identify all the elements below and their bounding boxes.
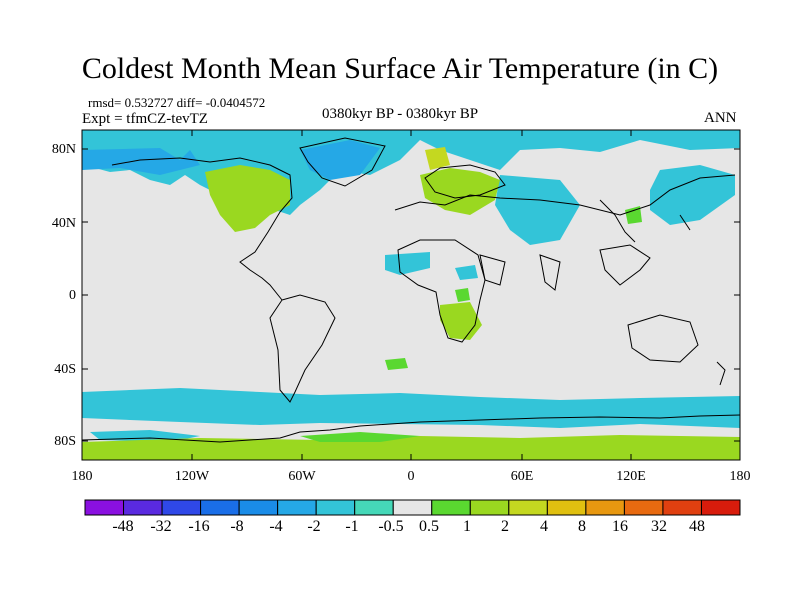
coastlines	[82, 137, 740, 443]
lon-label-60w: 60W	[288, 469, 316, 484]
colorbar-label: 48	[689, 518, 705, 535]
colorbar-label: -2	[307, 518, 321, 535]
period-label: 0380kyr BP - 0380kyr BP	[322, 106, 479, 122]
colorbar-label: 4	[540, 518, 548, 535]
colorbar-swatch	[508, 499, 548, 516]
colorbar-swatch	[354, 499, 394, 516]
experiment-label: Expt = tfmCZ-tevTZ	[82, 111, 208, 127]
india-coast	[539, 254, 561, 291]
lon-label-60e: 60E	[510, 469, 534, 484]
new-zealand-coast	[716, 361, 726, 386]
colorbar-label: -32	[150, 518, 172, 535]
north-america-coast	[111, 157, 293, 301]
central-africa-warm-anomaly	[455, 288, 470, 302]
alaska-cold-anomaly	[82, 148, 200, 175]
north-america-warm-anomaly	[205, 165, 290, 232]
anomaly-fields	[82, 130, 740, 460]
colorbar-swatch	[700, 499, 741, 516]
colorbar-swatch	[392, 499, 433, 516]
lat-label-80n: 80N	[51, 142, 76, 157]
colorbar-label: -0.5	[378, 518, 404, 535]
barents-warm-anomaly	[425, 147, 450, 170]
colorbar-swatch	[431, 499, 471, 516]
colorbar-swatch	[662, 499, 702, 516]
lon-label-180e: 180	[729, 469, 751, 484]
colorbar-label: 2	[501, 518, 509, 535]
colorbar-label: -8	[230, 518, 244, 535]
colorbar-swatch	[315, 499, 356, 516]
southern-ocean-cold-anomaly	[82, 388, 740, 428]
arabia-coast	[479, 254, 506, 286]
lon-label-0: 0	[407, 469, 415, 484]
colorbar-swatch	[84, 499, 125, 516]
australia-coast	[627, 314, 699, 363]
colorbar-label: -16	[188, 518, 210, 535]
scandinavia-warm-anomaly	[420, 168, 500, 215]
arabia-cold-anomaly	[455, 265, 478, 280]
lon-label-120e: 120E	[616, 469, 646, 484]
colorbar-label: 8	[578, 518, 586, 535]
eurasia-coast	[394, 174, 736, 216]
colorbar-swatch	[623, 499, 664, 516]
central-asia-cold-anomaly	[495, 175, 580, 245]
colorbar-label: -48	[112, 518, 134, 535]
stats-label: rmsd= 0.532727 diff= -0.0404572	[88, 95, 266, 110]
antarctic-warm-band	[300, 432, 420, 442]
colorbar-label: 32	[651, 518, 667, 535]
colorbar-label: -4	[269, 518, 283, 535]
china-coast	[599, 199, 636, 243]
scandinavia-coast	[424, 164, 506, 199]
colorbar-label: 0.5	[419, 518, 439, 535]
greenland-cold-anomaly	[300, 140, 380, 180]
east-asia-cold-anomaly	[650, 165, 735, 225]
lon-label-180w: 180	[71, 469, 93, 484]
lat-label-40s: 40S	[54, 362, 76, 377]
colorbar-swatch	[123, 499, 163, 516]
colorbar-swatch	[200, 499, 240, 516]
colorbar-swatch	[585, 499, 625, 516]
lat-label-80s: 80S	[54, 434, 76, 449]
colorbar-swatch	[469, 499, 510, 516]
axis-ticks	[82, 130, 740, 460]
colorbar-swatch	[277, 499, 317, 516]
greenland-coast	[299, 137, 386, 187]
colorbar	[84, 499, 741, 516]
colorbar-swatch	[161, 499, 202, 516]
japan-coast	[679, 214, 691, 231]
south-africa-warm-anomaly	[440, 302, 482, 340]
lat-label-40n: 40N	[51, 216, 76, 231]
antarctica-warm-anomaly	[82, 435, 740, 460]
colorbar-label: 1	[463, 518, 471, 535]
lon-label-120w: 120W	[174, 469, 210, 484]
south-america-coast	[269, 294, 336, 403]
southeast-asia-coast	[599, 244, 651, 286]
colorbar-swatch	[546, 499, 587, 516]
colorbar-swatch	[238, 499, 279, 516]
colorbar-label: 16	[612, 518, 628, 535]
sahara-cold-anomaly	[385, 252, 430, 275]
antarctica-coast	[82, 414, 740, 443]
lat-label-0: 0	[69, 288, 76, 303]
season-label: ANN	[704, 110, 737, 126]
map-title: Coldest Month Mean Surface Air Temperatu…	[81, 52, 719, 85]
africa-coast	[397, 239, 486, 343]
china-warm-patch	[625, 206, 642, 224]
colorbar-label: -1	[345, 518, 359, 535]
south-atlantic-warm-patch	[385, 358, 408, 370]
